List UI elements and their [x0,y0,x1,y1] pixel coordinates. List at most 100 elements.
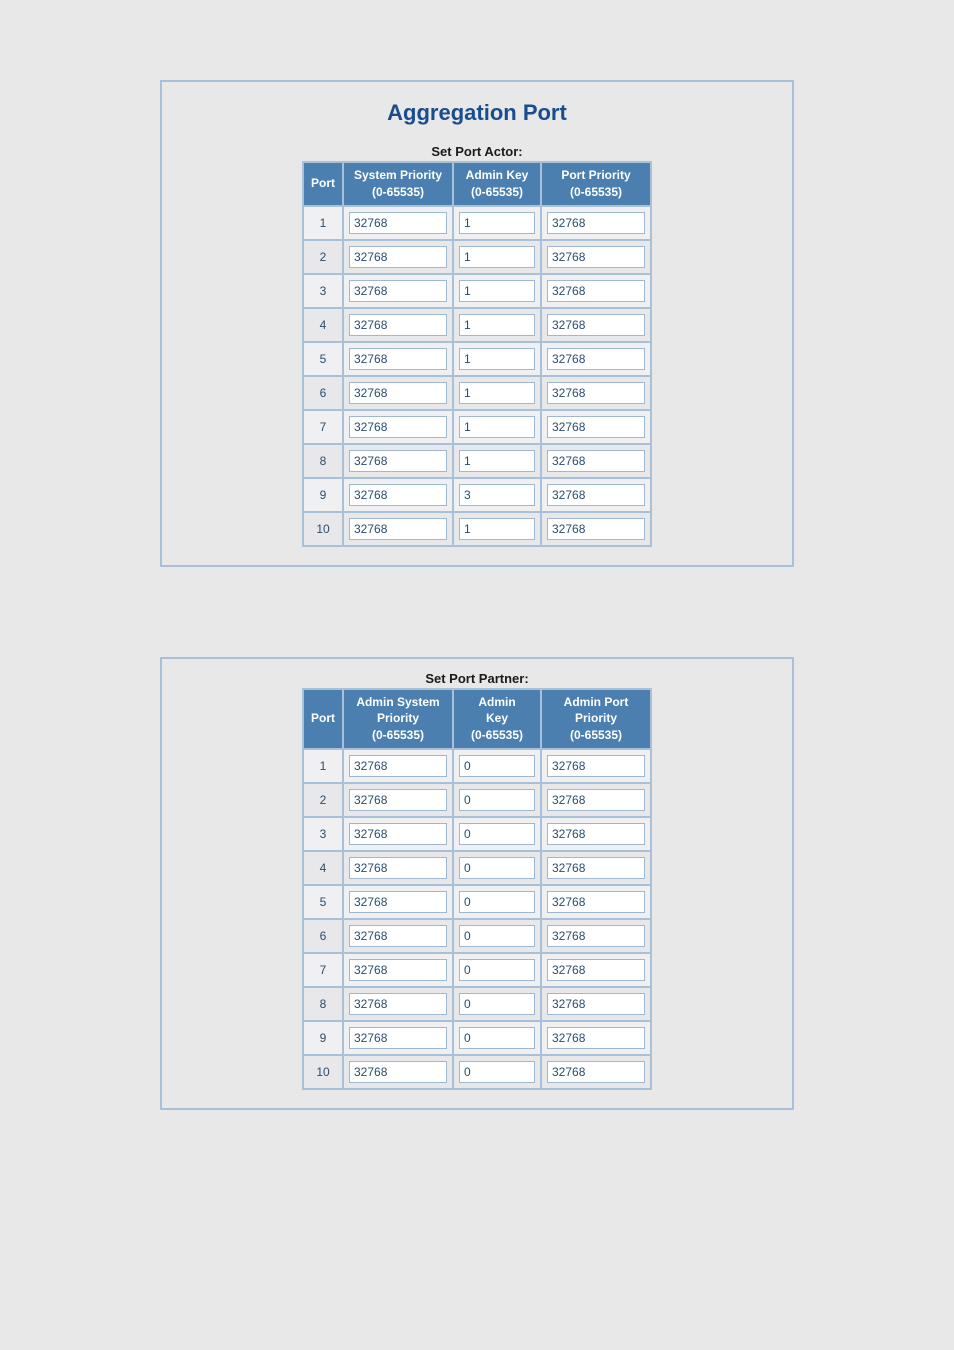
partner-system-priority-input[interactable] [349,857,447,879]
port-cell: 9 [304,1022,342,1054]
actor-system-priority-input[interactable] [349,416,447,438]
partner-caption: Set Port Partner: [162,671,792,686]
partner-port-priority-input[interactable] [547,823,645,845]
actor-port-priority-input[interactable] [547,382,645,404]
input-cell [454,479,540,511]
actor-port-priority-input[interactable] [547,314,645,336]
input-cell [344,1056,452,1088]
input-cell [454,207,540,239]
actor-admin-key-input[interactable] [459,280,535,302]
actor-system-priority-input[interactable] [349,382,447,404]
partner-system-priority-input[interactable] [349,993,447,1015]
page-title: Aggregation Port [162,100,792,126]
partner-system-priority-input[interactable] [349,959,447,981]
input-cell [344,818,452,850]
actor-system-priority-input[interactable] [349,314,447,336]
partner-admin-key-input[interactable] [459,755,535,777]
partner-port-priority-input[interactable] [547,959,645,981]
port-cell: 4 [304,309,342,341]
actor-port-priority-input[interactable] [547,212,645,234]
input-cell [454,445,540,477]
actor-admin-key-input[interactable] [459,484,535,506]
input-cell [542,513,650,545]
actor-admin-key-input[interactable] [459,212,535,234]
partner-admin-key-input[interactable] [459,959,535,981]
actor-port-priority-input[interactable] [547,280,645,302]
partner-admin-key-input[interactable] [459,993,535,1015]
actor-port-priority-input[interactable] [547,416,645,438]
actor-admin-key-input[interactable] [459,518,535,540]
actor-system-priority-input[interactable] [349,280,447,302]
partner-port-priority-input[interactable] [547,789,645,811]
actor-system-priority-input[interactable] [349,212,447,234]
actor-system-priority-input[interactable] [349,518,447,540]
input-cell [542,411,650,443]
input-cell [542,377,650,409]
input-cell [542,207,650,239]
input-cell [344,886,452,918]
port-cell: 6 [304,920,342,952]
partner-system-priority-input[interactable] [349,1027,447,1049]
partner-col-port: Port [304,690,342,748]
input-cell [344,343,452,375]
partner-system-priority-input[interactable] [349,755,447,777]
input-cell [542,445,650,477]
actor-admin-key-input[interactable] [459,416,535,438]
table-row: 2 [304,241,650,273]
partner-admin-key-input[interactable] [459,1061,535,1083]
actor-port-priority-input[interactable] [547,348,645,370]
partner-admin-key-input[interactable] [459,925,535,947]
table-row: 2 [304,784,650,816]
table-row: 6 [304,920,650,952]
partner-port-priority-input[interactable] [547,993,645,1015]
input-cell [542,886,650,918]
actor-admin-key-input[interactable] [459,348,535,370]
port-cell: 8 [304,445,342,477]
input-cell [344,411,452,443]
partner-col-port-priority: Admin Port Priority (0-65535) [542,690,650,748]
input-cell [454,954,540,986]
input-cell [454,343,540,375]
actor-port-priority-input[interactable] [547,518,645,540]
input-cell [454,411,540,443]
partner-admin-key-input[interactable] [459,891,535,913]
partner-admin-key-input[interactable] [459,857,535,879]
port-cell: 6 [304,377,342,409]
actor-admin-key-input[interactable] [459,246,535,268]
actor-header-row: Port System Priority (0-65535) Admin Key… [304,163,650,205]
partner-port-priority-input[interactable] [547,891,645,913]
partner-port-priority-input[interactable] [547,925,645,947]
actor-admin-key-input[interactable] [459,382,535,404]
partner-port-priority-input[interactable] [547,1061,645,1083]
partner-system-priority-input[interactable] [349,823,447,845]
partner-admin-key-input[interactable] [459,823,535,845]
input-cell [454,309,540,341]
partner-port-priority-input[interactable] [547,1027,645,1049]
input-cell [344,309,452,341]
partner-system-priority-input[interactable] [349,789,447,811]
actor-port-priority-input[interactable] [547,246,645,268]
input-cell [542,954,650,986]
port-cell: 9 [304,479,342,511]
input-cell [542,343,650,375]
partner-admin-key-input[interactable] [459,789,535,811]
partner-port-priority-input[interactable] [547,755,645,777]
partner-port-priority-input[interactable] [547,857,645,879]
partner-system-priority-input[interactable] [349,1061,447,1083]
actor-system-priority-input[interactable] [349,484,447,506]
actor-port-priority-input[interactable] [547,450,645,472]
partner-admin-key-input[interactable] [459,1027,535,1049]
actor-system-priority-input[interactable] [349,246,447,268]
actor-col-admin-key: Admin Key (0-65535) [454,163,540,205]
actor-system-priority-input[interactable] [349,348,447,370]
actor-system-priority-input[interactable] [349,450,447,472]
actor-port-priority-input[interactable] [547,484,645,506]
input-cell [454,988,540,1020]
partner-system-priority-input[interactable] [349,891,447,913]
partner-system-priority-input[interactable] [349,925,447,947]
actor-admin-key-input[interactable] [459,314,535,336]
input-cell [454,784,540,816]
table-row: 10 [304,513,650,545]
actor-admin-key-input[interactable] [459,450,535,472]
table-row: 7 [304,411,650,443]
